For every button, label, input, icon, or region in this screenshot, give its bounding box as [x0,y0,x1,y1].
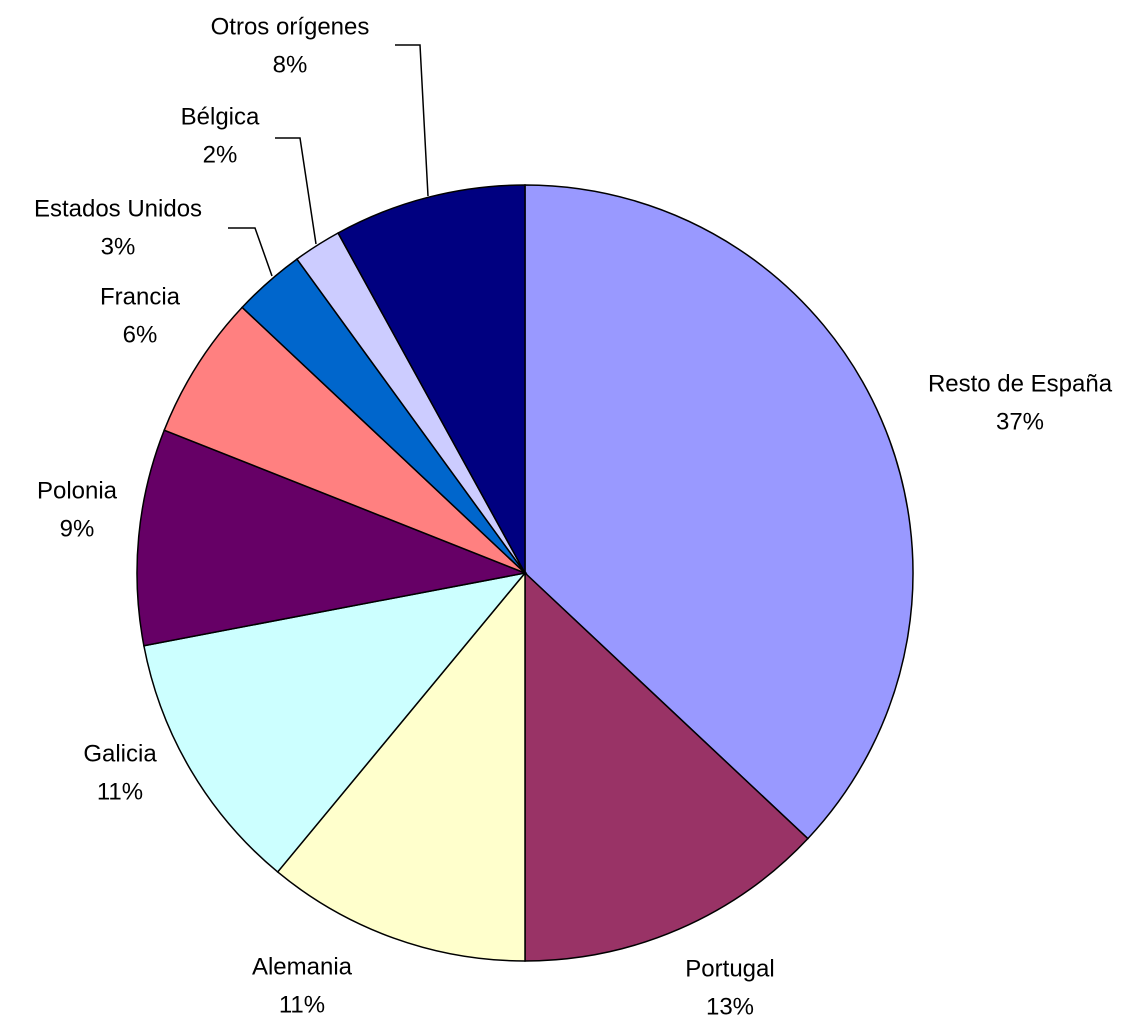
pie-slice [276,570,526,962]
leader-line [228,227,273,277]
slice-value-label: 37% [996,408,1044,435]
slice-label: Alemania [252,953,353,980]
slice-label: Galicia [83,740,157,767]
slice-label: Francia [100,283,181,310]
slice-value-label: 8% [273,51,308,78]
slice-value-label: 9% [60,515,95,542]
slice-label: Estados Unidos [34,195,202,222]
pie-slice [524,184,914,840]
slice-value-label: 6% [123,321,158,348]
slice-value-label: 11% [279,991,325,1018]
pie-slice [163,306,526,574]
slice-value-label: 13% [706,993,754,1020]
slice-label: Resto de España [928,370,1113,397]
slice-value-label: 2% [203,141,238,168]
slice-value-label: 3% [101,233,136,260]
pie-slice [136,429,528,647]
slice-label: Polonia [37,477,118,504]
slice-label: Otros orígenes [211,13,370,40]
slice-label: Portugal [685,955,774,982]
slice-label: Bélgica [181,103,260,130]
leader-line [395,44,429,197]
pie-slice [337,184,526,574]
slice-value-label: 11% [97,778,143,805]
leader-line [275,137,317,245]
pie-slice [142,571,527,874]
pie-slice [524,571,809,962]
